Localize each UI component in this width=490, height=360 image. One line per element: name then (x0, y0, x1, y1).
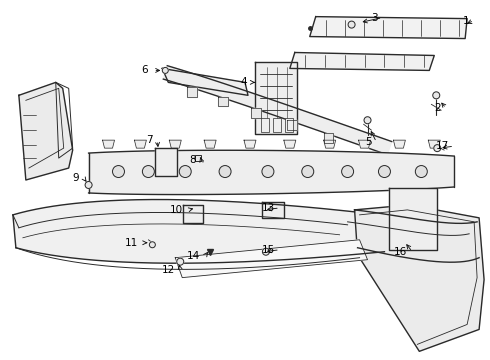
Circle shape (219, 166, 231, 177)
Polygon shape (134, 140, 147, 148)
Polygon shape (290, 53, 434, 71)
Polygon shape (324, 140, 336, 148)
Text: 5: 5 (365, 137, 371, 147)
Polygon shape (251, 108, 261, 118)
Polygon shape (323, 133, 334, 143)
Circle shape (434, 145, 441, 152)
Polygon shape (355, 205, 484, 351)
Text: 10: 10 (170, 205, 183, 215)
Circle shape (378, 166, 391, 177)
Polygon shape (102, 140, 115, 148)
Text: 12: 12 (162, 265, 175, 275)
Text: 9: 9 (72, 173, 78, 183)
Circle shape (262, 166, 274, 177)
Polygon shape (169, 140, 181, 148)
Text: 2: 2 (435, 103, 441, 113)
Circle shape (179, 166, 191, 177)
Circle shape (263, 248, 270, 255)
Circle shape (433, 92, 440, 99)
Text: 3: 3 (371, 13, 377, 23)
FancyBboxPatch shape (261, 118, 269, 132)
Polygon shape (284, 140, 296, 148)
FancyBboxPatch shape (273, 118, 281, 132)
Text: 6: 6 (142, 66, 148, 76)
Polygon shape (13, 199, 385, 263)
Circle shape (342, 166, 354, 177)
Circle shape (113, 166, 124, 177)
Text: 14: 14 (187, 251, 200, 261)
Circle shape (348, 21, 355, 28)
Polygon shape (175, 240, 368, 278)
Text: 1: 1 (463, 15, 469, 26)
Circle shape (162, 67, 168, 73)
Text: 8: 8 (190, 155, 196, 165)
Polygon shape (89, 150, 454, 194)
Circle shape (416, 166, 427, 177)
Polygon shape (162, 68, 248, 95)
FancyBboxPatch shape (285, 118, 293, 132)
Polygon shape (255, 62, 297, 134)
Polygon shape (183, 205, 203, 223)
Circle shape (143, 166, 154, 177)
Polygon shape (163, 66, 392, 155)
Polygon shape (310, 17, 467, 39)
Text: 16: 16 (394, 247, 407, 257)
Text: 13: 13 (262, 203, 275, 213)
Polygon shape (155, 148, 177, 176)
Polygon shape (393, 140, 405, 148)
Polygon shape (204, 140, 216, 148)
Circle shape (149, 242, 155, 248)
Circle shape (177, 258, 184, 265)
Polygon shape (428, 140, 440, 148)
Polygon shape (359, 140, 370, 148)
Text: 15: 15 (262, 245, 275, 255)
Polygon shape (187, 86, 197, 96)
Text: 11: 11 (125, 238, 138, 248)
Polygon shape (262, 202, 284, 218)
Polygon shape (390, 188, 437, 250)
Polygon shape (19, 82, 73, 180)
Text: 7: 7 (146, 135, 152, 145)
Text: 17: 17 (436, 141, 449, 151)
Circle shape (364, 117, 371, 124)
Circle shape (85, 181, 92, 189)
Polygon shape (218, 96, 228, 107)
Circle shape (302, 166, 314, 177)
Polygon shape (244, 140, 256, 148)
Text: 4: 4 (241, 77, 247, 87)
Polygon shape (287, 120, 297, 130)
